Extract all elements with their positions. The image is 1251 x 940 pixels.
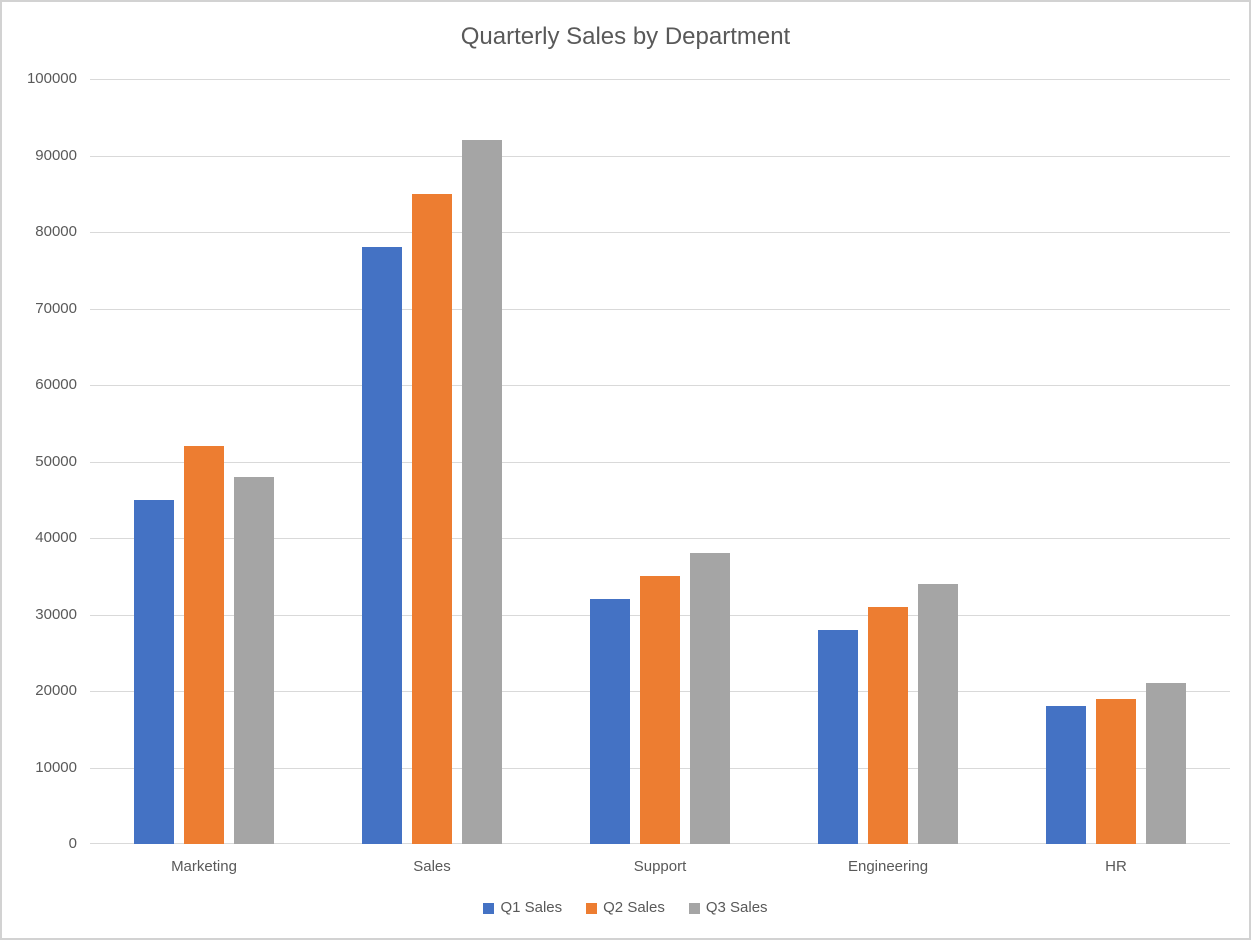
gridline (90, 79, 1230, 80)
bar-q3-sales-marketing (234, 477, 274, 844)
legend-item-q2-sales: Q2 Sales (586, 899, 665, 917)
x-axis-category-label: Marketing (171, 858, 237, 875)
bar-q2-sales-sales (412, 194, 452, 844)
bar-q1-sales-marketing (134, 500, 174, 844)
legend-marker-q2-sales (586, 902, 598, 914)
x-axis-category-label: Engineering (847, 858, 929, 875)
gridline (90, 309, 1230, 310)
chart-title: Quarterly Sales by Department (460, 23, 791, 50)
y-axis-tick-label: 60000 (35, 376, 77, 393)
bar-q2-sales-hr (1096, 699, 1136, 844)
legend-label-q1-sales: Q1 Sales (500, 899, 563, 916)
legend: Q1 Sales Q2 Sales Q3 Sales (2, 899, 1249, 917)
bar-q1-sales-sales (362, 247, 402, 844)
bar-q3-sales-hr (1146, 683, 1186, 844)
y-axis-tick-label: 0 (68, 835, 77, 852)
y-axis-tick-label: 80000 (35, 223, 77, 240)
bar-q3-sales-sales (462, 140, 502, 844)
gridline (90, 462, 1230, 463)
y-axis-tick-label: 30000 (35, 606, 77, 623)
gridline (90, 538, 1230, 539)
y-axis-tick-label: 20000 (35, 682, 77, 699)
bar-q1-sales-engineering (818, 630, 858, 844)
plot-area (90, 79, 1230, 844)
bar-q2-sales-marketing (184, 446, 224, 844)
bar-q2-sales-engineering (868, 607, 908, 844)
bar-q2-sales-support (640, 576, 680, 844)
legend-item-q3-sales: Q3 Sales (688, 899, 768, 917)
legend-marker-q3-sales (688, 902, 700, 914)
y-axis-tick-label: 100000 (26, 70, 77, 87)
legend-marker-q1-sales (483, 902, 495, 914)
bar-q1-sales-support (590, 599, 630, 844)
bar-q1-sales-hr (1046, 706, 1086, 844)
gridline (90, 385, 1230, 386)
legend-item-q1-sales: Q1 Sales (483, 899, 562, 917)
y-axis-tick-label: 90000 (35, 147, 77, 164)
x-axis-category-label: Support (633, 858, 687, 875)
x-axis-category-label: HR (1105, 858, 1127, 875)
bar-q3-sales-engineering (918, 584, 958, 844)
y-axis-tick-label: 40000 (35, 529, 77, 546)
y-axis-tick-label: 70000 (35, 300, 77, 317)
bar-q3-sales-support (690, 553, 730, 844)
legend-label-q2-sales: Q2 Sales (603, 899, 665, 916)
gridline (90, 232, 1230, 233)
gridline (90, 156, 1230, 157)
legend-label-q3-sales: Q3 Sales (705, 899, 768, 916)
y-axis-tick-label: 10000 (35, 759, 77, 776)
x-axis-category-label: Sales (413, 858, 451, 875)
y-axis-tick-label: 50000 (35, 453, 77, 470)
